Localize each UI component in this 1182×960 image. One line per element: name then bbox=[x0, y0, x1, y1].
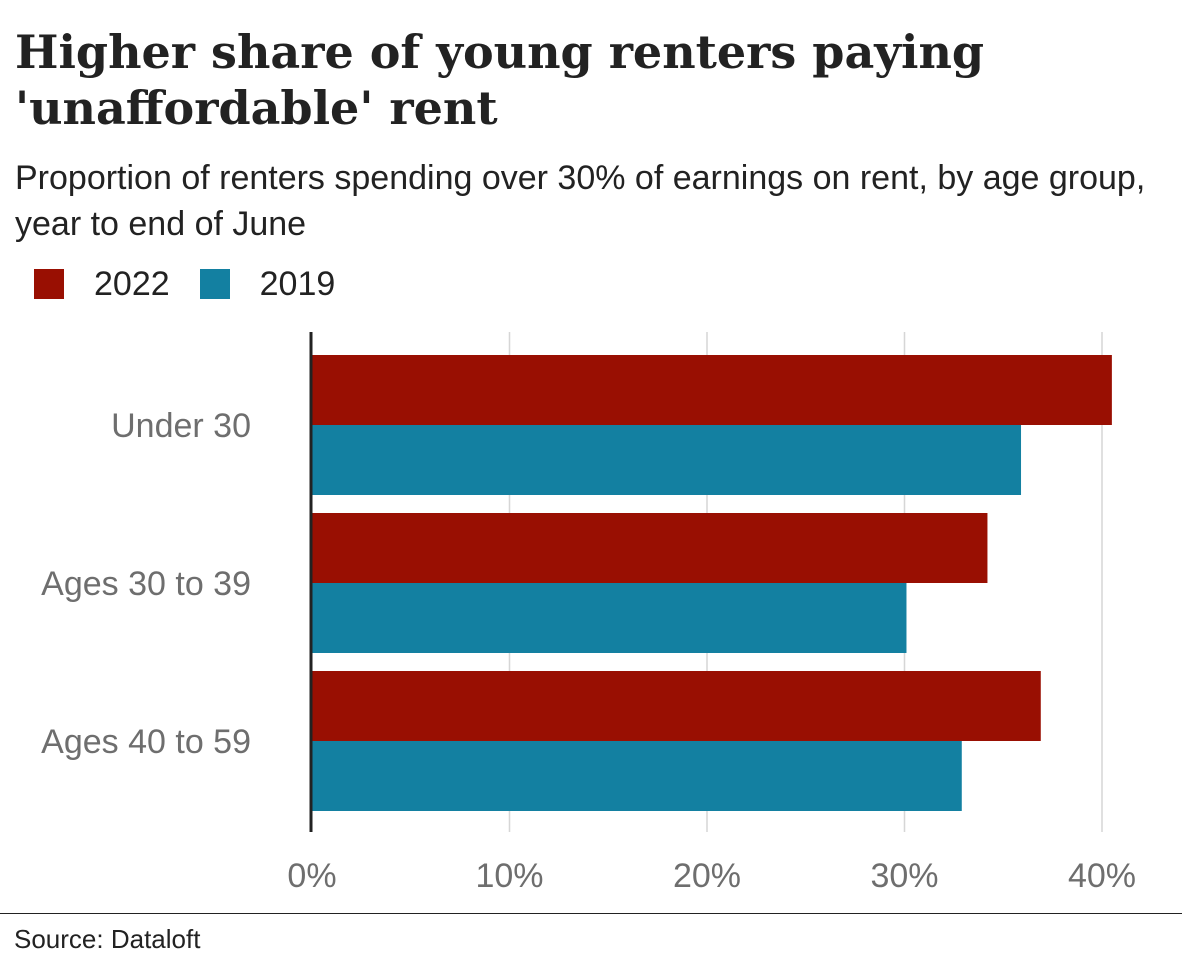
bar-chart: Under 30 Ages 30 to 39 Ages 40 to 59 0% 10% 2… bbox=[41, 332, 1136, 895]
category-label-2: Ages 40 to 59 bbox=[41, 723, 251, 761]
category-label-0: Under 30 bbox=[111, 407, 251, 445]
legend: 2022 2019 bbox=[34, 264, 365, 304]
x-tick-label-2: 20% bbox=[673, 857, 741, 895]
bar-2019-0 bbox=[312, 425, 1022, 495]
legend-item-2019: 2019 bbox=[199, 264, 336, 304]
legend-swatch-2019 bbox=[199, 269, 230, 299]
bar-2022-0 bbox=[312, 355, 1112, 425]
legend-item-2022: 2022 bbox=[34, 265, 170, 304]
source-note: Source: Dataloft bbox=[14, 924, 201, 954]
bar-2019-2 bbox=[312, 741, 962, 811]
source-divider bbox=[0, 913, 1182, 914]
category-label-1: Ages 30 to 39 bbox=[41, 565, 251, 603]
chart-title: Higher share of young renters paying 'un… bbox=[15, 25, 985, 135]
bar-2022-2 bbox=[312, 671, 1041, 741]
x-tick-label-4: 40% bbox=[1068, 857, 1136, 895]
bar-2019-1 bbox=[312, 583, 907, 653]
legend-label-2019: 2019 bbox=[259, 264, 336, 303]
bar-2022-1 bbox=[312, 513, 988, 583]
x-tick-label-1: 10% bbox=[475, 857, 543, 895]
chart-subtitle: Proportion of renters spending over 30% … bbox=[15, 159, 1146, 243]
x-tick-label-3: 30% bbox=[870, 857, 938, 895]
legend-swatch-2022 bbox=[34, 269, 64, 299]
legend-label-2022: 2022 bbox=[94, 264, 170, 303]
x-tick-label-0: 0% bbox=[287, 857, 336, 895]
